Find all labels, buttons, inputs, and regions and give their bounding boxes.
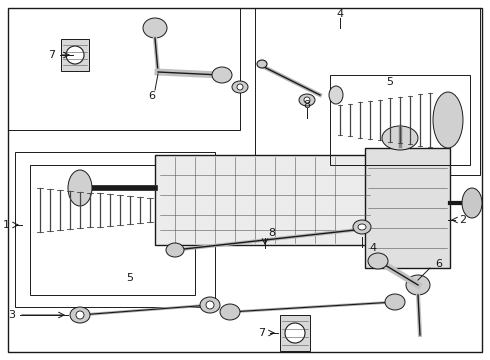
Ellipse shape [143,18,167,38]
Bar [15,152,215,307]
Ellipse shape [382,126,418,150]
Ellipse shape [329,86,343,104]
Text: 7: 7 [258,328,265,338]
Ellipse shape [232,81,248,93]
Ellipse shape [358,224,366,230]
Ellipse shape [285,323,305,343]
Ellipse shape [368,253,388,269]
Text: 5: 5 [126,273,133,283]
Text: 6: 6 [435,259,442,269]
Ellipse shape [206,301,214,309]
Text: 3: 3 [8,310,15,320]
Ellipse shape [68,170,92,206]
Ellipse shape [406,275,430,295]
Ellipse shape [299,94,315,106]
Bar [8,8,240,130]
Bar [155,155,375,245]
Ellipse shape [257,60,267,68]
Ellipse shape [70,307,90,323]
Ellipse shape [353,220,371,234]
Text: 6: 6 [148,91,155,101]
Ellipse shape [237,84,243,90]
Ellipse shape [462,188,482,218]
Ellipse shape [66,46,84,64]
Bar [365,148,450,268]
Text: 8: 8 [268,228,275,238]
Ellipse shape [166,243,184,257]
Ellipse shape [304,97,310,103]
Text: 8: 8 [303,100,311,110]
Ellipse shape [433,92,463,148]
Ellipse shape [212,67,232,83]
Bar [330,75,470,165]
Text: 1: 1 [3,220,10,230]
Bar [61,39,89,71]
Text: 2: 2 [459,215,466,225]
Bar [255,8,480,175]
Text: 4: 4 [369,243,376,253]
Ellipse shape [76,311,84,319]
Bar [280,315,310,351]
Ellipse shape [385,294,405,310]
Text: 5: 5 [387,77,393,87]
Ellipse shape [200,297,220,313]
Text: 7: 7 [48,50,55,60]
Text: 4: 4 [337,9,343,19]
Ellipse shape [220,304,240,320]
